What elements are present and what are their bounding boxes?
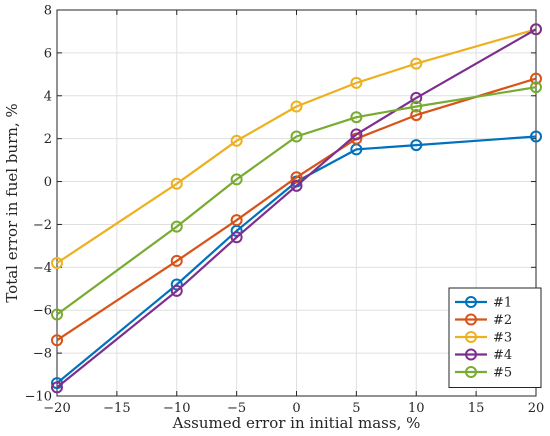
y-tick-label: 8: [44, 4, 52, 19]
x-tick-label: −15: [103, 401, 130, 416]
data-point: [230, 173, 243, 186]
series-line: [56, 28, 537, 264]
legend-item: #4: [455, 348, 512, 363]
x-tick-label: 15: [468, 401, 485, 416]
legend-label: #2: [493, 313, 512, 328]
x-tick-label: −5: [227, 401, 246, 416]
data-point: [230, 214, 243, 227]
series-line: [56, 77, 537, 342]
y-tick-label: 2: [44, 132, 52, 147]
legend-marker: [465, 313, 477, 326]
y-tick-label: −6: [33, 304, 52, 319]
y-tick-label: −10: [25, 390, 52, 405]
data-point: [170, 254, 183, 267]
data-point: [290, 100, 303, 113]
data-point: [530, 81, 542, 94]
y-tick-label: −4: [33, 261, 52, 276]
data-point: [51, 308, 63, 321]
y-tick-label: 4: [44, 89, 52, 104]
data-point: [410, 100, 423, 113]
x-tick-label: −10: [163, 401, 190, 416]
series-5: [51, 81, 542, 321]
x-axis-label: Assumed error in initial mass, %: [172, 414, 421, 432]
y-tick-label: 6: [44, 46, 52, 61]
data-point: [290, 130, 303, 143]
data-point: [230, 231, 243, 244]
legend-item: #1: [455, 296, 512, 311]
x-tick-label: 0: [292, 401, 300, 416]
data-point: [170, 220, 183, 233]
series-group: [51, 23, 542, 394]
data-point: [350, 76, 363, 89]
legend-item: #2: [455, 313, 512, 328]
x-tick-label: 10: [408, 401, 425, 416]
legend-label: #1: [493, 296, 512, 311]
legend-item: #3: [455, 331, 512, 346]
y-tick-label: −2: [33, 218, 52, 233]
data-point: [530, 23, 542, 36]
data-point: [350, 128, 363, 141]
data-point: [230, 134, 243, 147]
x-tick-label: −20: [43, 401, 70, 416]
series-line: [56, 28, 537, 389]
data-point: [410, 57, 423, 70]
data-point: [290, 179, 303, 192]
y-tick-label: −8: [33, 347, 52, 362]
data-point: [350, 111, 363, 124]
grid: [56, 9, 537, 397]
data-point: [530, 72, 542, 85]
data-point: [410, 139, 423, 152]
series-line: [56, 86, 537, 316]
data-point: [51, 334, 63, 347]
data-point: [410, 91, 423, 104]
legend-label: #5: [493, 366, 512, 381]
y-axis-label: Total error in fuel burn, %: [3, 103, 21, 302]
x-tick-label: 5: [352, 401, 360, 416]
legend-marker: [465, 296, 477, 308]
data-point: [290, 171, 303, 184]
x-tick-label: 20: [528, 401, 545, 416]
legend-marker: [465, 348, 477, 361]
data-point: [410, 109, 423, 122]
data-point: [51, 381, 63, 394]
data-point: [170, 177, 183, 190]
legend-marker: [465, 366, 477, 378]
data-point: [51, 257, 63, 270]
y-tick-label: 0: [44, 175, 52, 190]
data-point: [530, 130, 542, 143]
legend-label: #4: [493, 348, 512, 363]
legend-marker: [465, 331, 477, 343]
legend-item: #5: [455, 366, 512, 381]
legend: #1 #2 #3 #4 #5: [448, 287, 542, 388]
series-3: [51, 23, 542, 270]
series-4: [51, 23, 542, 394]
data-point: [170, 284, 183, 297]
legend-label: #3: [493, 331, 512, 346]
